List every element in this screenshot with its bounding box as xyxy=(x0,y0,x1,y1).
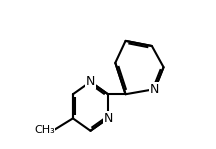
Text: N: N xyxy=(150,83,159,96)
Text: CH₃: CH₃ xyxy=(34,125,55,135)
Text: N: N xyxy=(103,112,113,125)
Text: N: N xyxy=(86,75,95,88)
